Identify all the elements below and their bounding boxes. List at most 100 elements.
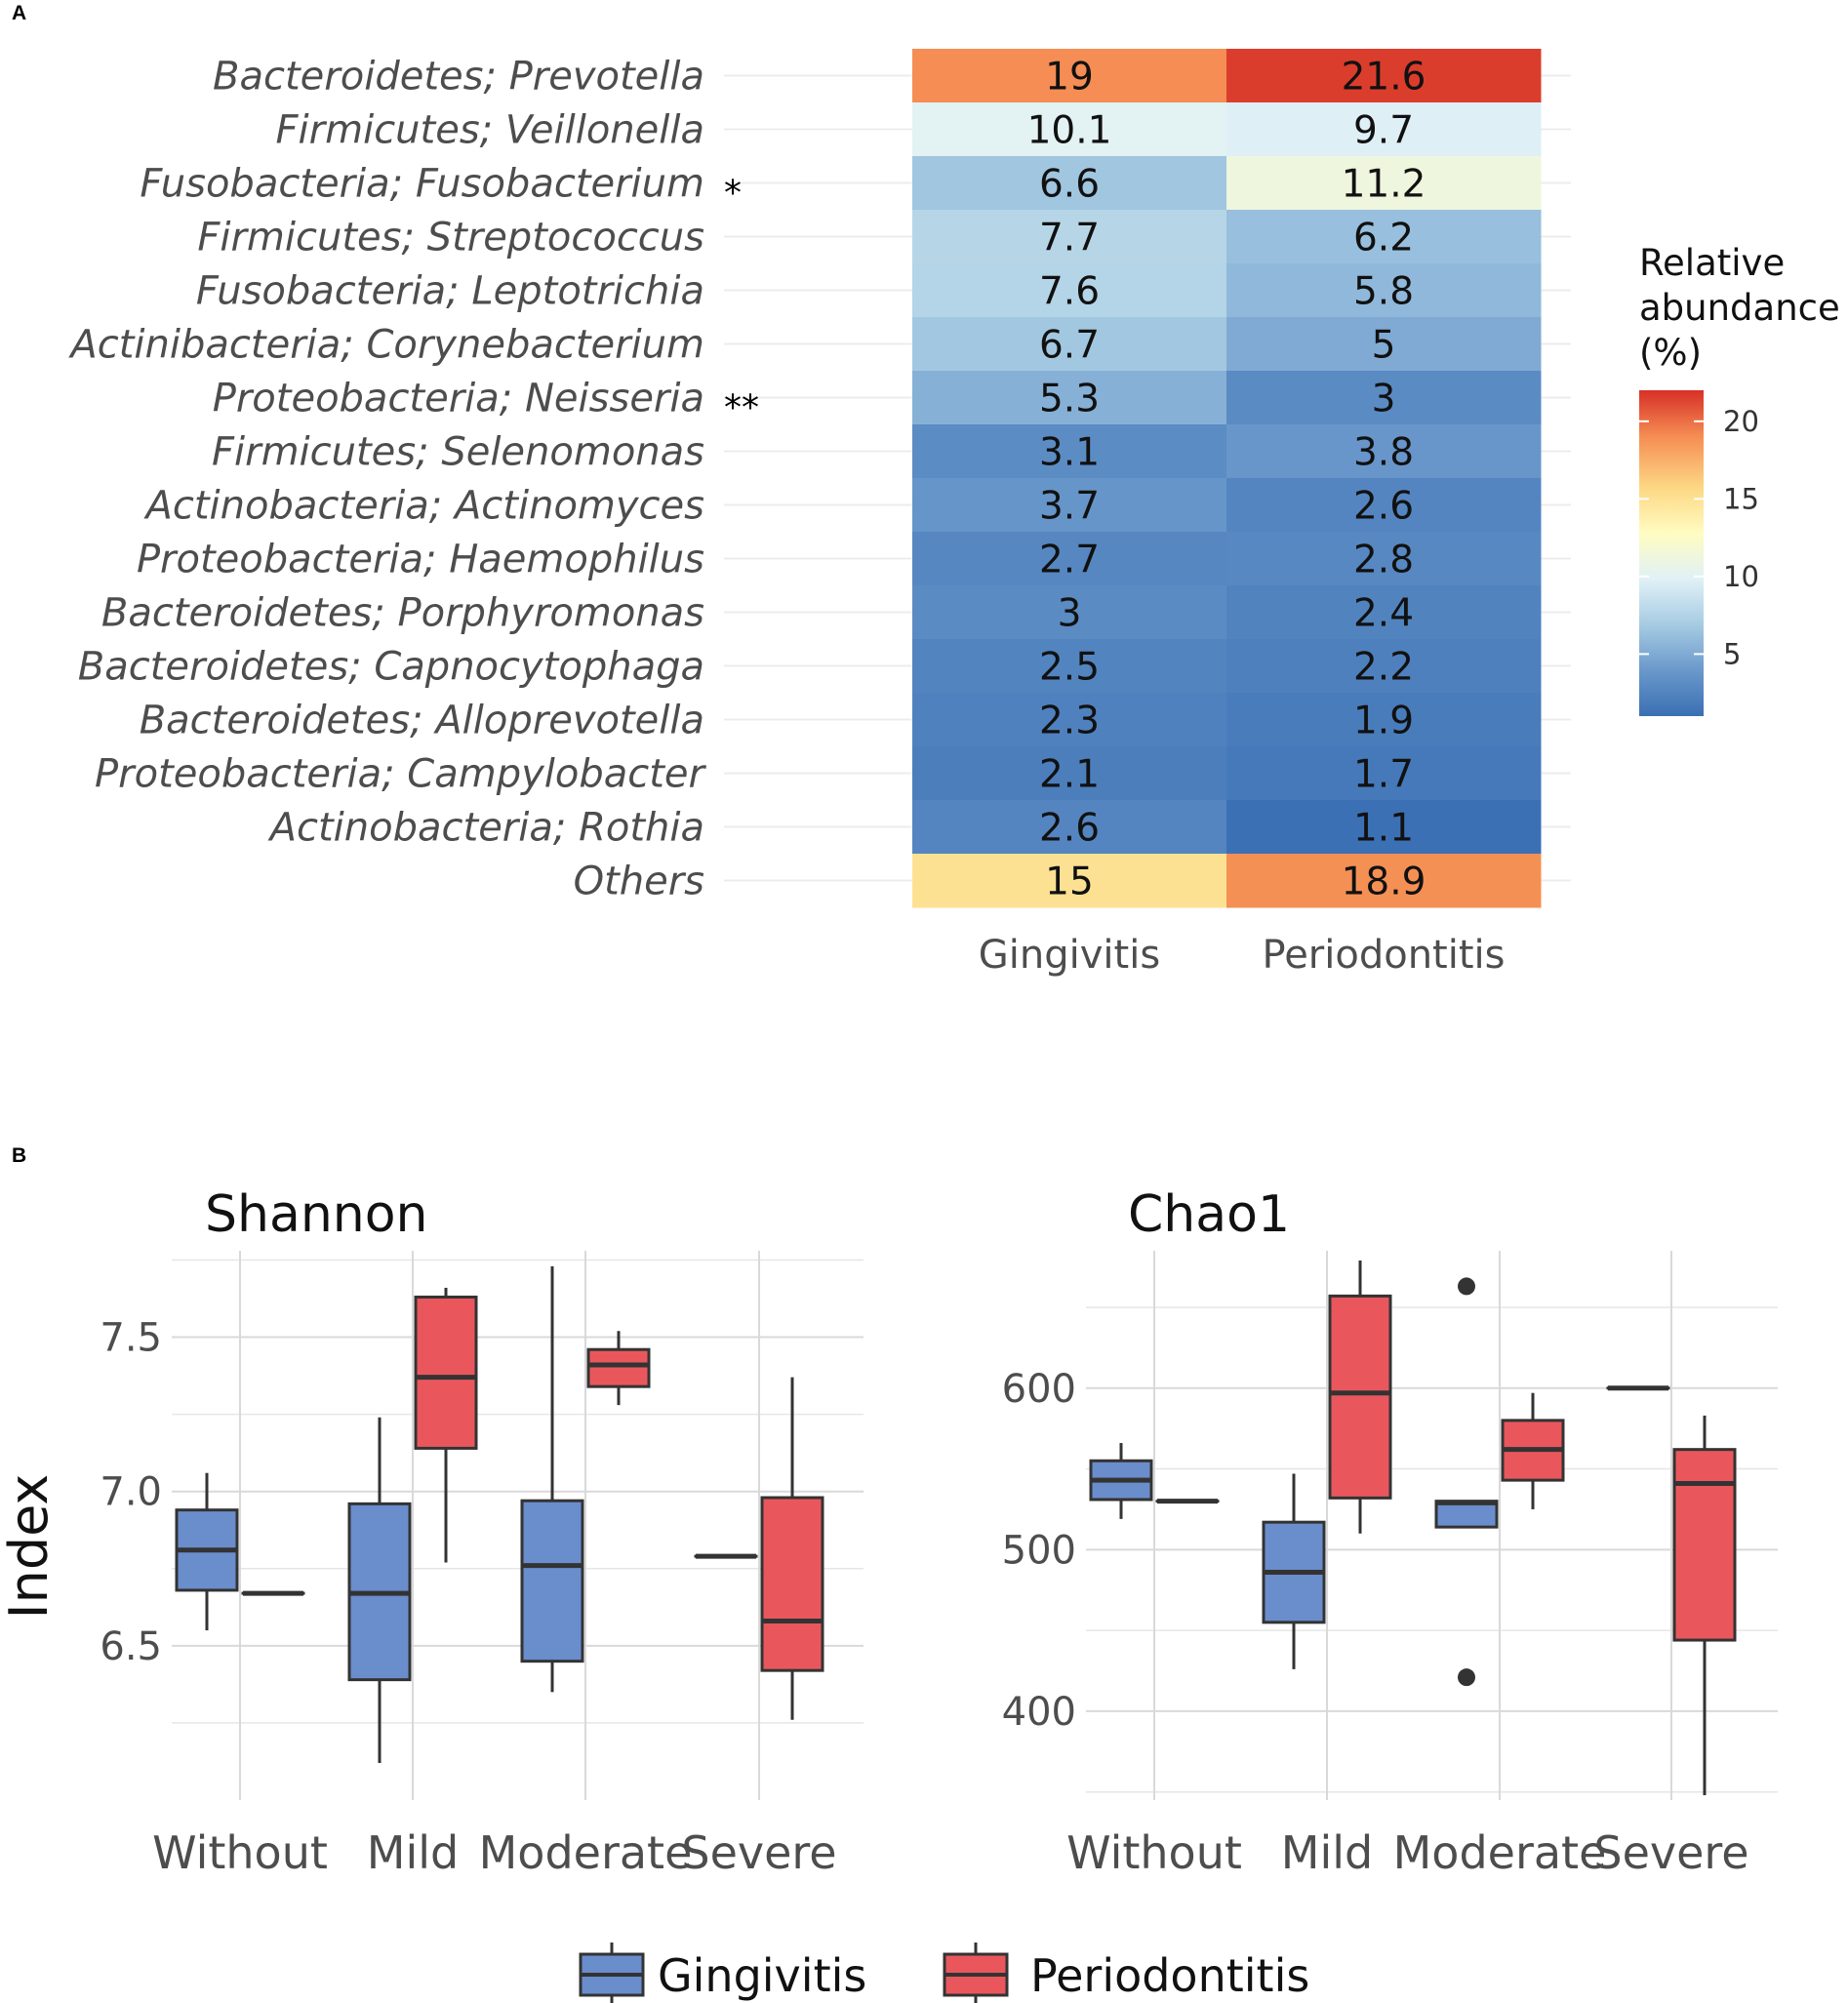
heatmap-cell (912, 746, 1227, 801)
chao1-title: Chao1 (1128, 1185, 1290, 1244)
box-periodontitis-mild (414, 1287, 478, 1563)
heatmap-cell-value: 3 (1058, 592, 1082, 636)
series-legend: Gingivitis Periodontitis (579, 1943, 1309, 2003)
box-periodontitis-moderate (1501, 1392, 1565, 1509)
heatmap-cell-value: 5 (1372, 324, 1396, 368)
box-body (520, 1499, 584, 1663)
heatmap-cell-value: 2.8 (1353, 539, 1414, 582)
heatmap-cell (912, 585, 1227, 640)
heatmap-cell-value: 7.7 (1039, 217, 1100, 260)
heatmap-cell (1226, 317, 1542, 372)
heatmap-cell-value: 19 (1045, 56, 1094, 100)
heatmap-cell (1226, 800, 1542, 855)
box-body (760, 1496, 824, 1672)
row-label-proteobacteria-haemophilus: Proteobacteria; Haemophilus (137, 538, 704, 582)
heatmap-cell-value: 6.7 (1039, 324, 1100, 368)
box-gingivitis-mild (1262, 1473, 1326, 1669)
heatmap-cell (912, 424, 1227, 479)
heatmap-cell (1226, 156, 1542, 211)
y-tick-label: 600 (1002, 1367, 1076, 1412)
y-tick-label: 7.0 (100, 1470, 162, 1515)
row-label-proteobacteria-neisseria: Proteobacteria; Neisseria (213, 377, 704, 421)
row-label-firmicutes-veillonella: Firmicutes; Veillonella (276, 108, 704, 153)
x-tick-label-mild: Mild (1281, 1826, 1373, 1879)
x-tick-label-severe: Severe (681, 1826, 836, 1879)
box-gingivitis-without (1089, 1443, 1153, 1519)
heatmap-cell-value: 6.6 (1039, 163, 1100, 207)
heatmap-cell (912, 478, 1227, 533)
box-periodontitis-severe (760, 1377, 824, 1720)
heatmap-cell (912, 210, 1227, 264)
row-label-bacteroidetes-porphyromonas: Bacteroidetes; Porphyromonas (101, 591, 704, 636)
heatmap-cell-value: 1.7 (1353, 753, 1414, 797)
heatmap-cell-value: 5.8 (1353, 270, 1414, 314)
heatmap-chart: Bacteroidetes; Prevotella 19 21.6 Firmicute… (67, 49, 1571, 978)
row-label-bacteroidetes-capnocytophaga: Bacteroidetes; Capnocytophaga (78, 645, 704, 690)
box-gingivitis-moderate (520, 1265, 584, 1693)
row-label-actinobacteria-rothia: Actinobacteria; Rothia (267, 806, 704, 851)
box-body (1328, 1294, 1392, 1500)
row-label-bacteroidetes-alloprevotella: Bacteroidetes; Alloprevotella (140, 699, 704, 743)
heatmap-cell-value: 1.9 (1353, 700, 1414, 743)
y-tick-label: 7.5 (100, 1316, 162, 1361)
heatmap-cell (912, 371, 1227, 425)
heatmap-cell (912, 263, 1227, 318)
legend-tick-label: 10 (1723, 560, 1759, 593)
heatmap-cell (912, 693, 1227, 747)
heatmap-cell-value: 6.2 (1353, 217, 1414, 260)
x-tick-label-without: Without (1066, 1826, 1242, 1879)
heatmap-cell (1226, 854, 1542, 908)
heatmap-cell (912, 854, 1227, 908)
row-label-fusobacteria-leptotrichia: Fusobacteria; Leptotrichia (196, 269, 704, 314)
legend-tick-label: 15 (1723, 482, 1759, 515)
row-label-bacteroidetes-prevotella: Bacteroidetes; Prevotella (213, 55, 704, 100)
heatmap-cell (1226, 639, 1542, 694)
x-tick-label-moderate: Moderate (1393, 1826, 1607, 1879)
box-body (586, 1347, 651, 1388)
heatmap-cell-value: 2.3 (1039, 700, 1100, 743)
heatmap-cell-value: 15 (1045, 861, 1094, 904)
row-label-firmicutes-selenomonas: Firmicutes; Selenomonas (212, 430, 704, 475)
row-label-others: Others (574, 860, 704, 904)
box-periodontitis-moderate (586, 1331, 651, 1406)
heatmap-cell (1226, 532, 1542, 586)
row-label-actinibacteria-corynebacterium: Actinibacteria; Corynebacterium (67, 323, 704, 368)
box-body (1672, 1448, 1737, 1642)
legend-tick-label: 5 (1723, 637, 1741, 670)
heatmap-cell-value: 3.1 (1039, 431, 1100, 475)
heatmap-cell-value: 9.7 (1353, 109, 1414, 153)
heatmap-cell (912, 156, 1227, 211)
box-periodontitis-mild (1328, 1260, 1392, 1534)
legend-tick-label: 20 (1723, 405, 1759, 438)
heatmap-cell-value: 10.1 (1027, 109, 1112, 153)
heatmap-cell-value: 21.6 (1342, 56, 1426, 100)
box-body (1434, 1500, 1499, 1529)
panel-a-label: A (12, 2, 26, 24)
outlier-point (1458, 1277, 1475, 1296)
heatmap-cell (1226, 693, 1542, 747)
heatmap-cell-value: 3 (1372, 378, 1396, 421)
heatmap-cell-value: 2.4 (1353, 592, 1414, 636)
heatmap-cell (1226, 263, 1542, 318)
x-tick-label-severe: Severe (1593, 1826, 1748, 1879)
box-gingivitis-mild (347, 1417, 412, 1764)
heatmap-cell (1226, 746, 1542, 801)
heatmap-cell-value: 1.1 (1353, 807, 1414, 851)
row-label-proteobacteria-campylobacter: Proteobacteria; Campylobacter (95, 752, 706, 797)
legend-label-gingivitis: Gingivitis (658, 1949, 866, 2002)
heatmap-cell (912, 532, 1227, 586)
box-gingivitis-without (175, 1472, 239, 1631)
heatmap-cell (1226, 49, 1542, 103)
legend-title-line-1: Relative (1639, 242, 1785, 284)
row-label-firmicutes-streptococcus: Firmicutes; Streptococcus (197, 216, 704, 260)
legend-label-periodontitis: Periodontitis (1030, 1949, 1309, 2002)
heatmap-cell-value: 18.9 (1342, 861, 1426, 904)
heatmap-cell (1226, 424, 1542, 479)
legend-item-periodontitis: Periodontitis (943, 1943, 1309, 2003)
heatmap-cell (1226, 102, 1542, 157)
heatmap-cell-value: 2.2 (1353, 646, 1414, 690)
heatmap-cell (1226, 210, 1542, 264)
x-tick-label-moderate: Moderate (479, 1826, 693, 1879)
